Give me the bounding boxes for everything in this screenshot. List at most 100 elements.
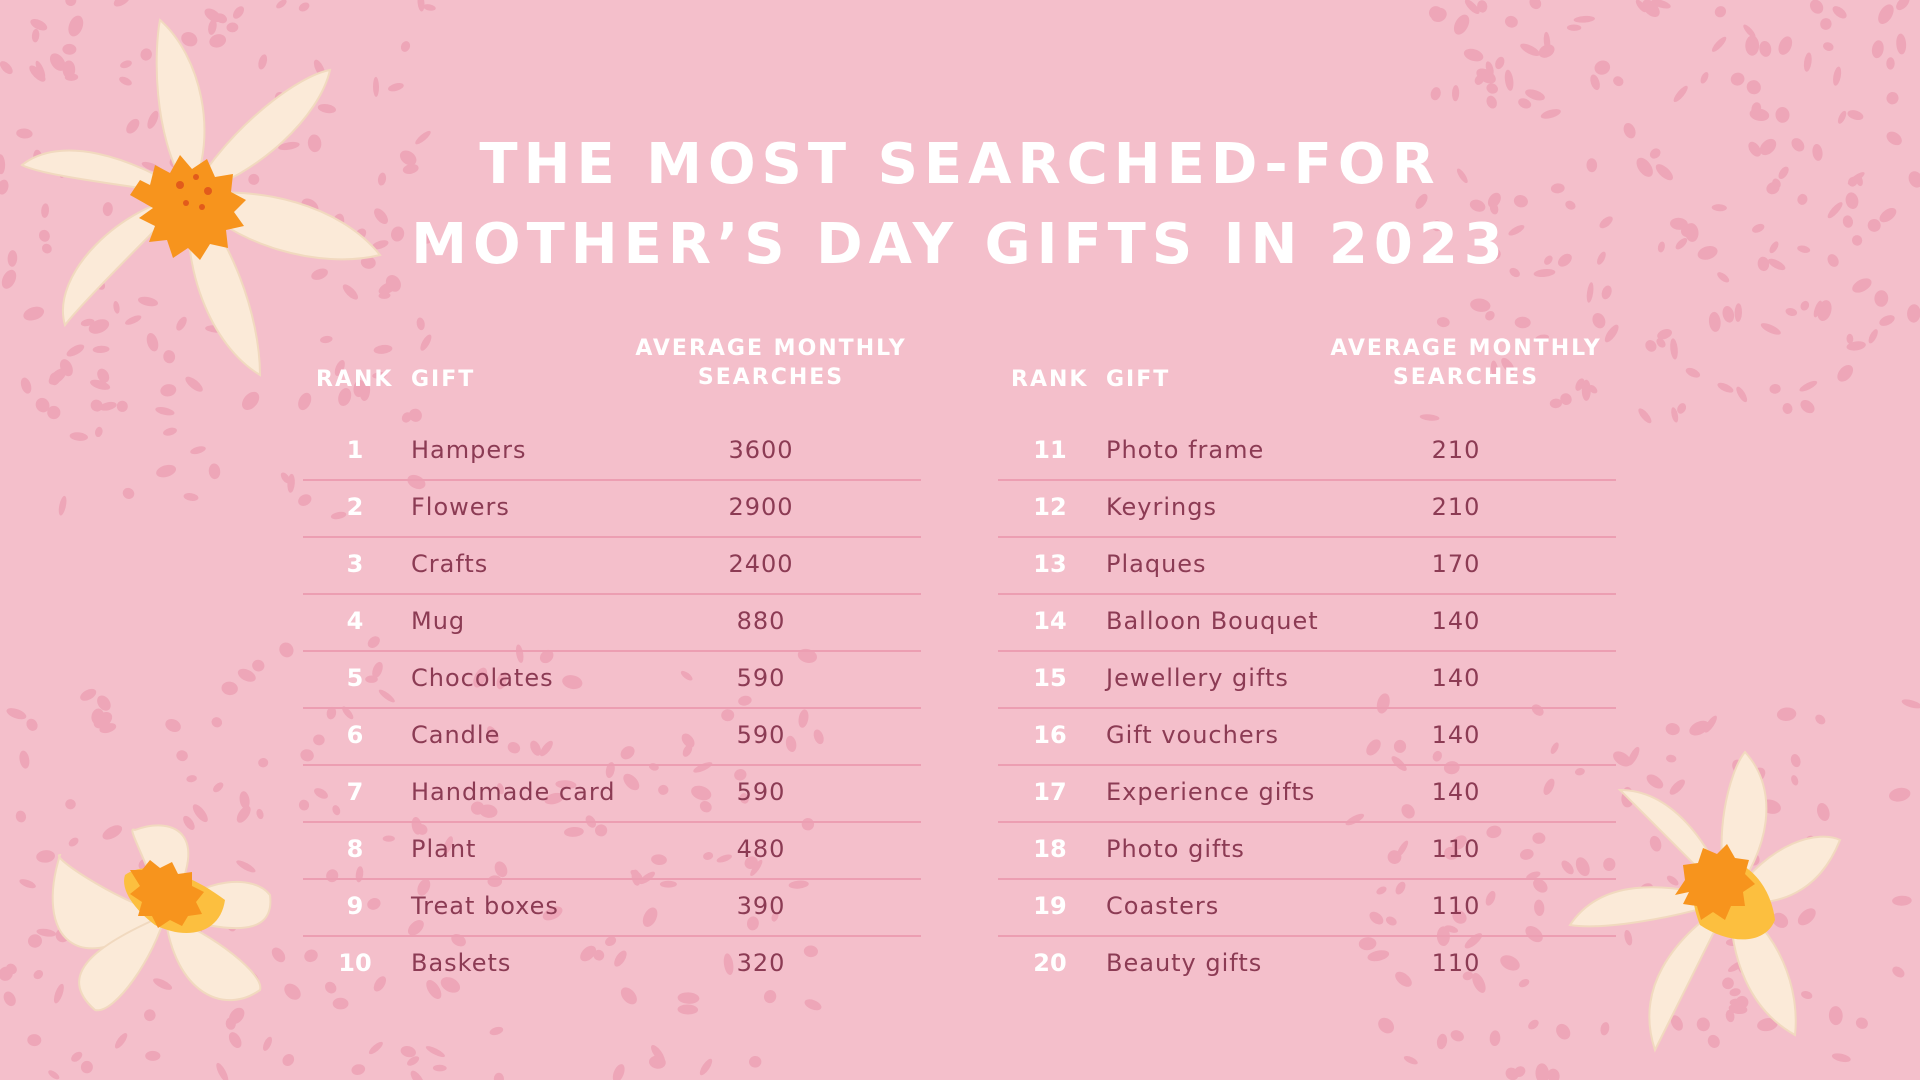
speckle bbox=[1415, 193, 1428, 209]
speckle bbox=[1886, 57, 1895, 70]
ranking-table-right: RANK GIFT AVERAGE MONTHLY SEARCHES 11 Pho… bbox=[998, 325, 1616, 992]
speckle bbox=[114, 1033, 128, 1049]
speckle bbox=[1528, 1019, 1539, 1030]
speckle bbox=[788, 880, 809, 889]
speckle bbox=[659, 880, 677, 888]
speckle bbox=[353, 379, 365, 398]
speckle bbox=[367, 898, 381, 910]
speckle bbox=[35, 397, 50, 413]
speckle bbox=[1772, 912, 1789, 928]
searches-cell: 140 bbox=[1431, 721, 1481, 749]
table-row: 5 Chocolates 590 bbox=[303, 652, 921, 709]
speckle bbox=[1456, 168, 1468, 184]
speckle bbox=[373, 344, 393, 354]
speckle bbox=[631, 869, 641, 886]
speckle bbox=[1651, 0, 1671, 9]
speckle bbox=[1613, 751, 1632, 767]
speckle bbox=[36, 928, 57, 937]
speckle bbox=[1451, 85, 1460, 102]
speckle bbox=[1463, 48, 1484, 62]
speckle bbox=[0, 61, 13, 75]
searches-cell: 480 bbox=[736, 835, 786, 863]
gift-cell: Mug bbox=[411, 607, 466, 635]
speckle bbox=[342, 706, 354, 720]
speckle bbox=[1495, 56, 1505, 70]
header-average-monthly-searches: AVERAGE MONTHLY SEARCHES bbox=[1316, 334, 1616, 392]
speckle bbox=[1879, 315, 1895, 326]
speckle bbox=[94, 426, 103, 438]
gift-cell: Photo frame bbox=[1106, 436, 1265, 464]
speckle bbox=[53, 983, 64, 1004]
speckle bbox=[0, 154, 6, 175]
speckle bbox=[90, 399, 103, 412]
speckle bbox=[623, 773, 640, 791]
table-row: 11 Photo frame 210 bbox=[998, 424, 1616, 481]
speckle bbox=[211, 717, 223, 728]
speckle bbox=[208, 19, 217, 35]
gift-cell: Chocolates bbox=[411, 664, 554, 692]
speckle bbox=[1604, 324, 1619, 343]
table-row: 6 Candle 590 bbox=[303, 709, 921, 766]
speckle bbox=[451, 933, 466, 947]
speckle bbox=[1772, 178, 1781, 189]
table-row: 20 Beauty gifts 110 bbox=[998, 937, 1616, 992]
speckle bbox=[1588, 384, 1598, 394]
speckle bbox=[332, 805, 341, 816]
speckle bbox=[651, 854, 667, 866]
speckle bbox=[1635, 0, 1647, 13]
speckle bbox=[1464, 0, 1480, 14]
speckle bbox=[1800, 400, 1815, 414]
speckle bbox=[1519, 848, 1534, 860]
speckle bbox=[1685, 367, 1701, 378]
speckle bbox=[1401, 804, 1415, 819]
searches-cell: 110 bbox=[1431, 949, 1481, 977]
gift-cell: Treat boxes bbox=[411, 892, 559, 920]
searches-cell: 140 bbox=[1431, 778, 1481, 806]
speckle bbox=[1526, 871, 1541, 880]
speckle bbox=[649, 1055, 666, 1069]
speckle bbox=[1444, 846, 1459, 860]
rank-cell: 4 bbox=[346, 607, 364, 635]
speckle bbox=[539, 740, 553, 757]
speckle bbox=[530, 740, 542, 756]
speckle bbox=[1757, 256, 1770, 272]
speckle bbox=[92, 345, 110, 354]
speckle bbox=[1590, 74, 1600, 91]
table-row: 8 Plant 480 bbox=[303, 823, 921, 880]
speckle bbox=[746, 916, 759, 931]
searches-cell: 3600 bbox=[728, 436, 794, 464]
table-row: 7 Handmade card 590 bbox=[303, 766, 921, 823]
speckle bbox=[1489, 202, 1499, 215]
speckle bbox=[256, 808, 264, 820]
speckle bbox=[1657, 241, 1665, 253]
speckle bbox=[1803, 52, 1812, 72]
speckle bbox=[699, 1058, 713, 1076]
rank-cell: 20 bbox=[1033, 949, 1067, 977]
page-title: THE MOST SEARCHED-FOR MOTHER’S DAY GIFTS… bbox=[0, 125, 1920, 285]
speckle bbox=[680, 670, 693, 681]
table-header: RANK GIFT AVERAGE MONTHLY SEARCHES bbox=[998, 325, 1616, 400]
speckle bbox=[1452, 910, 1467, 924]
searches-cell: 2900 bbox=[728, 493, 794, 521]
speckle bbox=[798, 709, 809, 728]
speckle bbox=[1889, 787, 1911, 802]
speckle bbox=[797, 648, 818, 663]
speckle bbox=[1797, 193, 1808, 205]
speckle bbox=[416, 317, 425, 331]
speckle bbox=[1436, 1033, 1448, 1050]
rank-cell: 17 bbox=[1033, 778, 1067, 806]
speckle bbox=[1775, 107, 1790, 123]
speckle bbox=[1513, 195, 1528, 208]
speckle bbox=[80, 1060, 93, 1074]
speckle bbox=[749, 1055, 762, 1068]
speckle bbox=[1489, 1030, 1501, 1046]
rank-cell: 12 bbox=[1033, 493, 1067, 521]
speckle bbox=[113, 300, 120, 314]
speckle bbox=[221, 681, 238, 696]
speckle bbox=[1369, 911, 1384, 925]
speckle bbox=[1504, 15, 1518, 28]
speckle bbox=[372, 76, 380, 97]
speckle bbox=[35, 60, 46, 79]
speckle bbox=[1, 269, 17, 289]
